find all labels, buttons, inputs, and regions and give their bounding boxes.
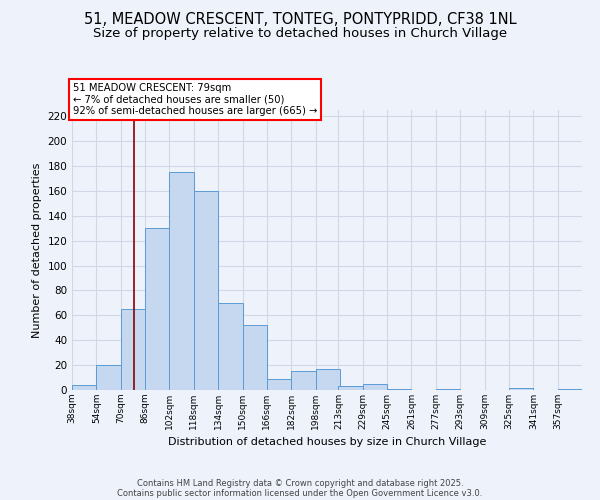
Bar xyxy=(145,228,169,390)
Text: Contains HM Land Registry data © Crown copyright and database right 2025.: Contains HM Land Registry data © Crown c… xyxy=(137,478,463,488)
X-axis label: Distribution of detached houses by size in Church Village: Distribution of detached houses by size … xyxy=(168,438,486,448)
Bar xyxy=(557,389,582,390)
Bar xyxy=(509,388,533,390)
Text: 51 MEADOW CRESCENT: 79sqm
← 7% of detached houses are smaller (50)
92% of semi-d: 51 MEADOW CRESCENT: 79sqm ← 7% of detach… xyxy=(73,83,317,116)
Y-axis label: Number of detached properties: Number of detached properties xyxy=(32,162,42,338)
Bar xyxy=(121,309,145,390)
Text: Size of property relative to detached houses in Church Village: Size of property relative to detached ho… xyxy=(93,28,507,40)
Bar xyxy=(97,365,121,390)
Bar xyxy=(72,385,97,390)
Bar xyxy=(316,369,340,390)
Bar xyxy=(194,191,218,390)
Bar xyxy=(291,372,316,390)
Text: Contains public sector information licensed under the Open Government Licence v3: Contains public sector information licen… xyxy=(118,488,482,498)
Bar xyxy=(169,172,194,390)
Bar xyxy=(436,389,460,390)
Bar xyxy=(242,326,267,390)
Bar xyxy=(387,389,412,390)
Bar xyxy=(338,386,363,390)
Bar xyxy=(363,384,387,390)
Text: 51, MEADOW CRESCENT, TONTEG, PONTYPRIDD, CF38 1NL: 51, MEADOW CRESCENT, TONTEG, PONTYPRIDD,… xyxy=(83,12,517,28)
Bar xyxy=(267,379,291,390)
Bar xyxy=(218,303,242,390)
